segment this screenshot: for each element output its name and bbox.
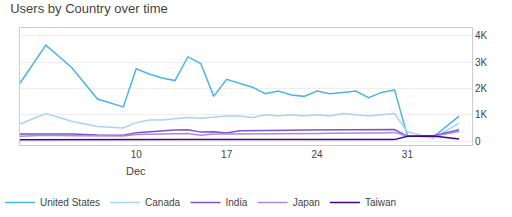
svg-text:Taiwan: Taiwan: [365, 197, 396, 208]
svg-text:2K: 2K: [475, 83, 488, 94]
svg-text:Users by Country over time: Users by Country over time: [10, 1, 168, 16]
svg-text:Dec: Dec: [126, 165, 146, 177]
svg-text:4K: 4K: [475, 30, 488, 41]
svg-text:0: 0: [475, 136, 481, 147]
svg-text:17: 17: [221, 149, 233, 160]
svg-text:United States: United States: [40, 197, 100, 208]
svg-text:10: 10: [131, 149, 143, 160]
svg-text:India: India: [226, 197, 248, 208]
svg-text:Canada: Canada: [145, 197, 180, 208]
svg-text:Japan: Japan: [293, 197, 320, 208]
svg-text:31: 31: [402, 149, 414, 160]
svg-text:3K: 3K: [475, 57, 488, 68]
svg-text:1K: 1K: [475, 109, 488, 120]
svg-text:24: 24: [311, 149, 323, 160]
